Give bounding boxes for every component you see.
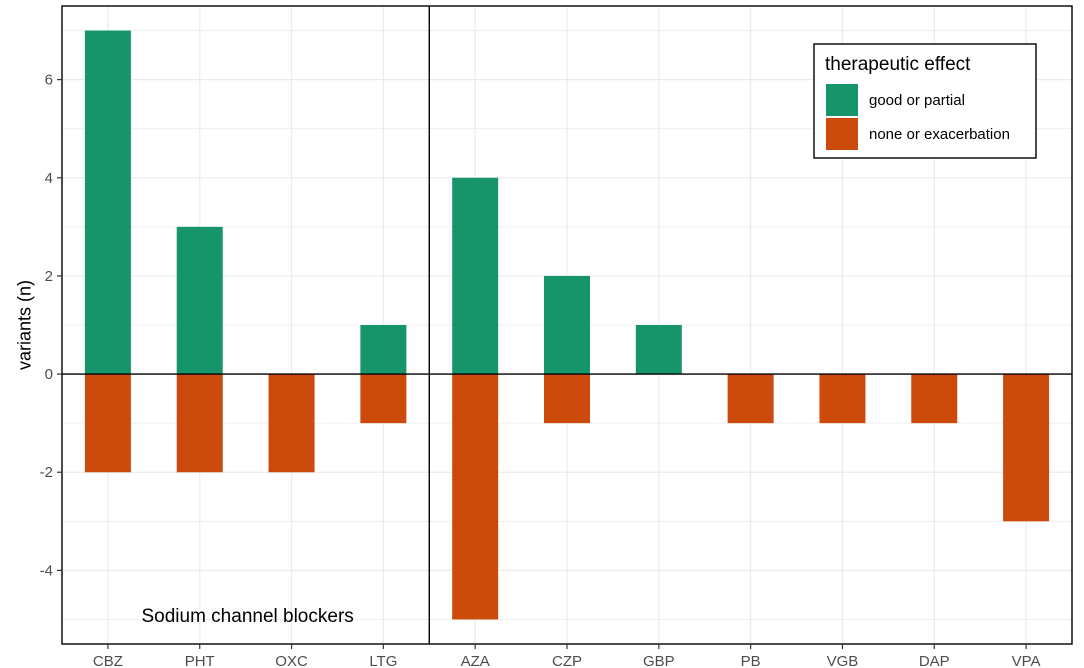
bar-none-aza [452,374,499,620]
bar-none-vgb [819,374,866,424]
y-axis-ticks: 6 4 2 0 -2 -4 [40,72,62,579]
bar-none-cbz [84,374,131,473]
y-axis-title: variants (n) [14,280,34,370]
x-axis-ticks: CBZ PHT OXC LTG AZA CZP GBP PB VGB DAP VPA [93,644,1041,668]
x-tick-label-cbz: CBZ [93,653,123,668]
y-tick-label: 4 [45,170,53,187]
x-tick-label-czp: CZP [552,653,582,668]
bar-none-dap [911,374,958,424]
bar-good-ltg [360,325,407,375]
bar-good-gbp [635,325,682,375]
legend-label-none: none or exacerbation [869,126,1010,143]
x-tick-label-oxc: OXC [275,653,308,668]
x-tick-label-ltg: LTG [369,653,397,668]
bar-good-pht [176,226,223,375]
x-tick-label-pht: PHT [185,653,215,668]
legend-key-good [826,84,858,116]
bars [84,30,1050,620]
bar-none-pht [176,374,223,473]
y-tick-label: 6 [45,72,53,89]
bar-none-pb [727,374,774,424]
bar-good-aza [452,177,499,375]
legend-label-good: good or partial [869,92,965,109]
x-tick-label-dap: DAP [919,653,950,668]
legend-key-none [826,118,858,150]
bar-none-czp [544,374,590,424]
x-tick-label-vpa: VPA [1012,653,1041,668]
bar-none-oxc [268,374,315,473]
bar-good-cbz [84,30,131,375]
sodium-channel-annotation: Sodium channel blockers [141,606,353,627]
legend-items: good or partial none or exacerbation [826,84,1010,150]
y-tick-label: 2 [45,268,53,285]
y-tick-label: 0 [45,366,53,383]
legend-title: therapeutic effect [825,54,971,75]
bar-good-czp [544,275,590,375]
x-tick-label-aza: AZA [461,653,490,668]
x-tick-label-gbp: GBP [643,653,675,668]
x-tick-label-pb: PB [741,653,761,668]
x-tick-label-vgb: VGB [827,653,859,668]
legend: therapeutic effect good or partial none o… [813,43,1037,159]
y-tick-label: -2 [40,464,53,481]
y-tick-label: -4 [40,562,53,579]
bar-none-vpa [1003,374,1050,522]
bar-none-ltg [360,374,407,424]
